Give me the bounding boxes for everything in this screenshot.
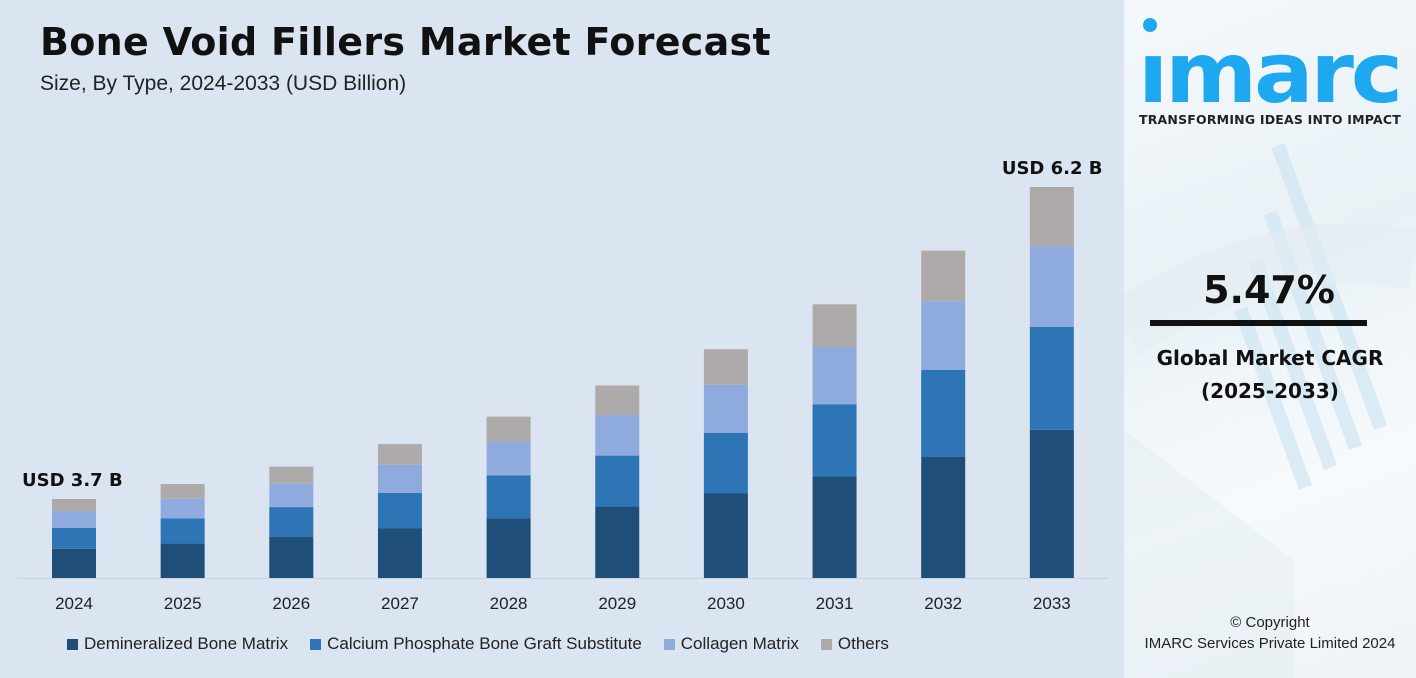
x-tick-label: 2029 xyxy=(598,594,636,613)
bar-segment-2027-0 xyxy=(377,528,422,578)
bar-segment-2024-0 xyxy=(52,548,96,578)
bar-segment-2033-1 xyxy=(1029,327,1074,430)
chart-panel: Bone Void Fillers Market Forecast Size, … xyxy=(0,0,1124,678)
bar-segment-2029-0 xyxy=(595,506,640,578)
bar-segment-2025-0 xyxy=(160,543,205,578)
legend-label: Others xyxy=(837,634,889,653)
copyright-line1: © Copyright xyxy=(1230,614,1310,631)
total-annotation: USD 6.2 B xyxy=(1002,158,1103,179)
cagr-label-text: Global Market CAGR xyxy=(1156,346,1384,370)
bar-segment-2033-3 xyxy=(1029,187,1074,247)
bar-segment-2025-2 xyxy=(160,498,205,519)
bar-segment-2026-0 xyxy=(269,536,314,578)
bar-segment-2027-2 xyxy=(377,464,422,493)
tagline: TRANSFORMING IDEAS INTO IMPACT xyxy=(1139,112,1401,127)
bar-segment-2030-0 xyxy=(703,493,748,578)
bar-segment-2030-3 xyxy=(703,349,748,385)
x-tick-label: 2033 xyxy=(1033,594,1071,613)
imarc-logo: ımarc xyxy=(1138,18,1403,109)
legend-item: Demineralized Bone Matrix xyxy=(67,634,288,654)
bar-segment-2027-3 xyxy=(377,444,422,465)
total-annotation: USD 3.7 B xyxy=(22,470,123,491)
legend-swatch xyxy=(310,638,322,650)
x-tick-label: 2024 xyxy=(55,594,93,613)
legend-label: Calcium Phosphate Bone Graft Substitute xyxy=(327,634,642,653)
legend: Demineralized Bone Matrix Calcium Phospha… xyxy=(67,634,889,654)
x-tick-label: 2028 xyxy=(490,594,528,613)
cagr-label: Global Market CAGR (2025-2033) xyxy=(1124,342,1416,408)
chart-title: Bone Void Fillers Market Forecast xyxy=(40,20,771,64)
legend-swatch xyxy=(820,638,832,650)
bar-segment-2029-2 xyxy=(595,415,640,456)
legend-item: Calcium Phosphate Bone Graft Substitute xyxy=(310,634,642,654)
bar-segment-2028-3 xyxy=(486,416,531,442)
bar-segment-2025-1 xyxy=(160,518,205,544)
legend-item: Collagen Matrix xyxy=(663,634,799,654)
copyright-line2: IMARC Services Private Limited 2024 xyxy=(1144,635,1396,652)
chart-subtitle: Size, By Type, 2024-2033 (USD Billion) xyxy=(40,72,407,95)
copyright: © Copyright IMARC Services Private Limit… xyxy=(1124,612,1416,654)
bar-segment-2029-3 xyxy=(595,385,640,416)
bar-segment-2028-0 xyxy=(486,518,531,578)
x-tick-label: 2031 xyxy=(816,594,854,613)
bar-segment-2033-0 xyxy=(1029,429,1074,578)
bar-segment-2028-1 xyxy=(486,475,531,519)
legend-label: Collagen Matrix xyxy=(680,634,799,653)
bar-segment-2029-1 xyxy=(595,455,640,507)
bar-segment-2025-3 xyxy=(160,484,205,499)
bar-segment-2031-2 xyxy=(812,346,857,405)
x-tick-label: 2026 xyxy=(272,594,310,613)
sidebar: ımarc TRANSFORMING IDEAS INTO IMPACT 5.4… xyxy=(1124,0,1416,678)
x-tick-label: 2032 xyxy=(924,594,962,613)
bar-segment-2032-1 xyxy=(921,369,966,457)
bar-segment-2033-2 xyxy=(1029,246,1074,328)
cagr-value: 5.47% xyxy=(1203,268,1335,312)
bar-segment-2024-3 xyxy=(52,499,96,512)
svg-text:ımarc: ımarc xyxy=(1138,24,1400,109)
legend-label: Demineralized Bone Matrix xyxy=(84,634,289,653)
legend-item: Others xyxy=(820,634,889,654)
bar-segment-2028-2 xyxy=(486,441,531,476)
bar-segment-2031-3 xyxy=(812,304,857,347)
x-tick-label: 2025 xyxy=(164,594,202,613)
bar-segment-2024-1 xyxy=(52,527,96,549)
bar-segment-2031-0 xyxy=(812,476,857,578)
bar-segment-2031-1 xyxy=(812,404,857,477)
bar-segment-2026-2 xyxy=(269,483,314,508)
bar-segment-2024-2 xyxy=(52,511,96,528)
bar-segment-2026-3 xyxy=(269,466,314,484)
stacked-bar-chart: 2024 2025 2026 2027 2028 2029 2030 2031 2032 2033… xyxy=(18,158,1108,613)
legend-swatch xyxy=(663,638,675,650)
bar-segment-2032-3 xyxy=(921,250,966,302)
background-chart-decoration xyxy=(1124,143,1416,678)
divider xyxy=(1150,320,1367,326)
bar-segment-2030-2 xyxy=(703,384,748,433)
x-tick-label: 2027 xyxy=(381,594,419,613)
bar-segment-2030-1 xyxy=(703,432,748,494)
legend-swatch xyxy=(67,638,78,650)
bar-segment-2032-2 xyxy=(921,301,966,370)
bar-segment-2032-0 xyxy=(921,456,966,578)
bar-segment-2027-1 xyxy=(377,492,422,529)
x-tick-label: 2030 xyxy=(707,594,745,613)
bar-segment-2026-1 xyxy=(269,507,314,537)
cagr-period: (2025-2033) xyxy=(1201,379,1339,403)
